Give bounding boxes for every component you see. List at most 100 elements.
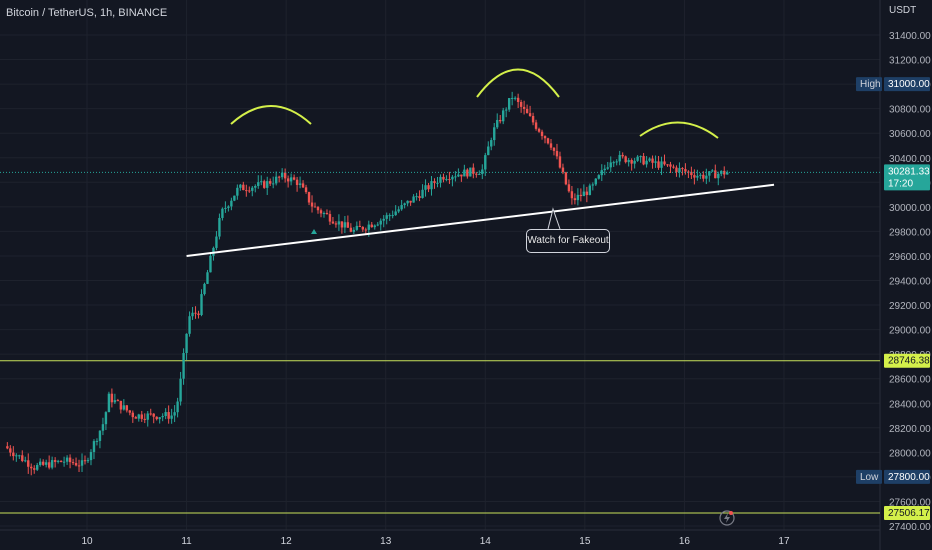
candle-body: [546, 138, 550, 144]
candle-body: [361, 226, 365, 230]
candle-body: [343, 222, 347, 228]
candle-body: [582, 191, 586, 197]
candle-body: [504, 109, 508, 111]
candle-body: [576, 194, 580, 201]
candle-body: [442, 176, 445, 180]
candle-body: [510, 97, 514, 99]
candle-body: [382, 218, 385, 221]
price-tick-label: 30000.00: [889, 203, 931, 214]
candle-body: [418, 196, 421, 198]
candle-body: [364, 229, 367, 231]
candle-body: [621, 154, 624, 157]
candle-body: [475, 173, 478, 175]
price-tick-label: 28000.00: [889, 448, 931, 459]
candle-body: [328, 214, 332, 222]
candle-body: [188, 316, 191, 334]
time-tick-label: 17: [778, 536, 790, 547]
candle-body: [439, 176, 442, 183]
candle-body: [726, 172, 729, 175]
candle-body: [564, 172, 568, 185]
candle-body: [230, 200, 233, 207]
candle-body: [242, 184, 245, 191]
candle-body: [502, 110, 505, 122]
candle-body: [307, 192, 311, 203]
candle-body: [313, 206, 317, 208]
candle-body: [266, 181, 269, 188]
candle-body: [239, 184, 242, 188]
high-value-bg: [884, 77, 930, 92]
candle-body: [149, 413, 152, 415]
candle-body: [496, 119, 499, 128]
price-tick-label: 27600.00: [889, 497, 931, 508]
candle-body: [18, 455, 21, 457]
candle-body: [182, 353, 185, 379]
candle-body: [627, 160, 630, 163]
candle-body: [176, 401, 179, 413]
candle-body: [260, 181, 263, 183]
candle-body: [137, 414, 140, 419]
chart-title: Bitcoin / TetherUS, 1h, BINANCE: [6, 7, 168, 19]
candle-body: [531, 116, 535, 123]
low-label: Low: [860, 472, 879, 483]
price-tick-label: 28400.00: [889, 399, 931, 410]
price-tick-label: 29200.00: [889, 301, 931, 312]
candle-body: [50, 460, 54, 468]
candle-body: [104, 412, 108, 425]
candle-body: [672, 166, 675, 168]
candle-body: [702, 174, 705, 179]
level-upper-badge: 28746.38: [888, 356, 930, 367]
high-label-bg: [856, 77, 882, 92]
candle-body: [33, 468, 36, 470]
replay-circle-icon[interactable]: [719, 510, 735, 526]
price-tick-label: 29800.00: [889, 227, 931, 238]
candle-body: [424, 185, 427, 190]
candle-body: [723, 170, 726, 175]
candle-body: [158, 417, 161, 420]
candle-body: [12, 452, 15, 457]
candle-body: [161, 416, 164, 418]
candle-body: [337, 221, 341, 225]
candle-body: [164, 412, 167, 417]
candle-body: [487, 146, 490, 156]
support-trendline[interactable]: [186, 183, 775, 257]
candle-body: [53, 460, 57, 462]
candle-body: [549, 143, 553, 148]
candle-body: [77, 465, 81, 467]
candle-body: [236, 187, 239, 196]
time-tick-label: 14: [480, 536, 492, 547]
candle-body: [304, 187, 308, 193]
candle-body: [101, 424, 105, 431]
candle-body: [490, 140, 493, 147]
candle-body: [36, 464, 39, 470]
candle-body: [400, 205, 403, 210]
candle-body: [603, 168, 606, 171]
candle-body: [639, 156, 642, 158]
countdown-badge: 17:20: [888, 178, 913, 189]
candle-body: [269, 181, 272, 184]
current-price-badge-bg: [884, 164, 930, 179]
candle-body: [648, 158, 651, 161]
candle-body: [131, 412, 135, 418]
candle-body: [666, 164, 669, 166]
left-shoulder-arc: [230, 105, 312, 125]
candle-body: [349, 227, 353, 232]
candle-body: [594, 178, 598, 185]
candle-body: [615, 161, 618, 163]
candle-body: [95, 440, 99, 442]
candle-body: [469, 167, 472, 177]
candle-body: [83, 460, 87, 462]
candle-body: [134, 417, 137, 419]
candle-body: [15, 455, 18, 457]
candle-body: [248, 190, 251, 192]
candle-body: [472, 167, 475, 174]
candle-body: [657, 161, 660, 168]
price-tick-label: 28600.00: [889, 375, 931, 386]
candle-body: [221, 208, 224, 218]
candle-body: [451, 176, 454, 180]
candle-body: [466, 169, 469, 177]
candle-body: [322, 213, 326, 215]
candle-body: [397, 209, 400, 212]
level-upper-badge-bg: [884, 353, 930, 368]
candle-body: [89, 452, 93, 461]
